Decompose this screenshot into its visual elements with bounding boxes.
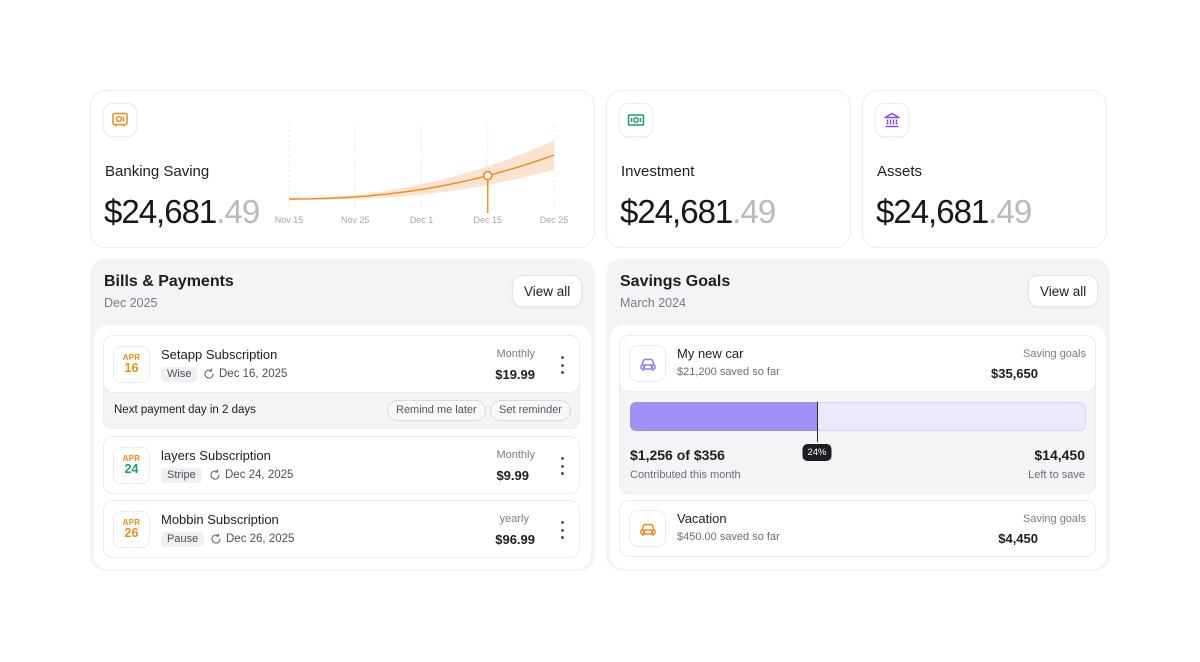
goal-progress-bar [630, 402, 1086, 431]
bill-date: Dec 24, 2025 [225, 469, 294, 481]
chart-tick-label: Nov 25 [341, 215, 370, 225]
bill-name: Mobbin Subscription [161, 512, 279, 527]
bill-name: layers Subscription [161, 448, 271, 463]
car-icon [629, 510, 666, 547]
goal-label: Saving goals [1023, 513, 1086, 525]
bills-title: Bills & Payments [104, 273, 234, 290]
goal-saved: $21,200 saved so far [677, 366, 780, 378]
amount-main: $24,681 [104, 193, 217, 230]
bill-date: Dec 26, 2025 [226, 533, 295, 545]
date-month: APR [122, 454, 141, 463]
bill-price: $19.99 [495, 367, 535, 382]
bill-price: $9.99 [496, 468, 529, 483]
bill-frequency: yearly [499, 513, 529, 525]
bill-item[interactable]: APR 24 layers Subscription Stripe Dec 24… [103, 436, 580, 494]
progress-percent-badge: 24% [802, 444, 832, 461]
more-options-icon[interactable] [555, 521, 569, 539]
goal-saved: $450.00 saved so far [677, 531, 780, 543]
chart-tick-label: Dec 1 [410, 215, 434, 225]
bill-name: Setapp Subscription [161, 347, 278, 362]
goal-item[interactable]: Vacation $450.00 saved so far Saving goa… [619, 500, 1096, 557]
chart-tick-label: Dec 15 [473, 215, 502, 225]
bill-item[interactable]: APR 26 Mobbin Subscription Pause Dec 26,… [103, 500, 580, 558]
goals-list: My new car $21,200 saved so far Saving g… [610, 325, 1106, 569]
set-reminder-button[interactable]: Set reminder [490, 400, 571, 421]
chart-series-line [289, 154, 555, 200]
amount-cents: .49 [732, 193, 776, 230]
left-to-save-label: Left to save [1028, 469, 1085, 481]
date-day: 26 [124, 526, 139, 540]
assets-amount: $24,681.49 [876, 193, 1032, 231]
amount-cents: .49 [216, 193, 260, 230]
recurring-icon [204, 368, 214, 379]
banking-saving-title: Banking Saving [105, 163, 210, 180]
chart-highlight-point[interactable] [482, 170, 493, 181]
bank-icon [875, 103, 909, 137]
payment-method-tag: Stripe [161, 468, 202, 483]
date-month: APR [122, 353, 141, 362]
progress-marker [817, 402, 818, 442]
date-badge: APR 26 [113, 511, 150, 548]
recurring-icon [210, 469, 220, 480]
progress-fill [630, 402, 817, 431]
amount-cents: .49 [988, 193, 1032, 230]
payment-method-tag: Wise [161, 367, 198, 382]
bill-group-setapp: APR 16 Setapp Subscription Wise Dec 16, … [103, 335, 580, 429]
goal-target: $35,650 [991, 366, 1038, 381]
savings-trend-chart: Nov 15 Nov 25 Dec 1 Dec 15 Dec 25 [275, 125, 569, 225]
goal-name: My new car [677, 346, 744, 361]
bills-payments-panel: Bills & Payments Dec 2025 View all APR 1… [90, 259, 595, 571]
recurring-icon [211, 533, 221, 544]
safe-icon [103, 103, 137, 137]
payment-method-tag: Pause [161, 532, 205, 547]
date-badge: APR 16 [113, 346, 150, 383]
chart-tick-label: Dec 25 [540, 215, 569, 225]
next-payment-notice: Next payment day in 2 days [114, 404, 256, 416]
contributed-amount: $1,256 of $356 [630, 447, 725, 463]
contributed-label: Contributed this month [630, 469, 741, 481]
remind-later-button[interactable]: Remind me later [387, 400, 486, 421]
investment-card: Investment $24,681.49 [606, 90, 851, 248]
goal-item[interactable]: My new car $21,200 saved so far Saving g… [619, 335, 1096, 392]
bills-view-all-button[interactable]: View all [512, 275, 583, 307]
banknote-icon [619, 103, 653, 137]
bill-date: Dec 16, 2025 [219, 368, 288, 380]
car-icon [629, 345, 666, 382]
savings-goals-panel: Savings Goals March 2024 View all My new… [606, 259, 1110, 571]
assets-title: Assets [877, 163, 923, 180]
bill-item[interactable]: APR 16 Setapp Subscription Wise Dec 16, … [103, 335, 580, 393]
amount-main: $24,681 [620, 193, 733, 230]
bill-price: $96.99 [495, 532, 535, 547]
banking-saving-card: Banking Saving $24,681.49 Nov 15 Nov 25 De… [90, 90, 595, 248]
assets-card: Assets $24,681.49 [862, 90, 1107, 248]
goal-group-car: My new car $21,200 saved so far Saving g… [619, 335, 1096, 494]
investment-amount: $24,681.49 [620, 193, 776, 231]
date-month: APR [122, 518, 141, 527]
chart-tick-label: Nov 15 [275, 215, 304, 225]
bills-list: APR 16 Setapp Subscription Wise Dec 16, … [94, 325, 591, 569]
amount-main: $24,681 [876, 193, 989, 230]
more-options-icon[interactable] [555, 356, 569, 374]
date-day: 16 [124, 361, 139, 375]
investment-title: Investment [621, 163, 695, 180]
goals-subtitle: March 2024 [620, 296, 687, 310]
bill-frequency: Monthly [496, 449, 535, 461]
left-to-save-amount: $14,450 [1034, 447, 1085, 463]
goal-target: $4,450 [998, 531, 1038, 546]
goal-label: Saving goals [1023, 348, 1086, 360]
date-badge: APR 24 [113, 447, 150, 484]
date-day: 24 [124, 462, 139, 476]
more-options-icon[interactable] [555, 457, 569, 475]
bill-frequency: Monthly [496, 348, 535, 360]
goal-name: Vacation [677, 511, 727, 526]
goals-view-all-button[interactable]: View all [1028, 275, 1099, 307]
bills-subtitle: Dec 2025 [104, 296, 158, 310]
goals-title: Savings Goals [620, 273, 731, 290]
banking-saving-amount: $24,681.49 [104, 193, 260, 231]
